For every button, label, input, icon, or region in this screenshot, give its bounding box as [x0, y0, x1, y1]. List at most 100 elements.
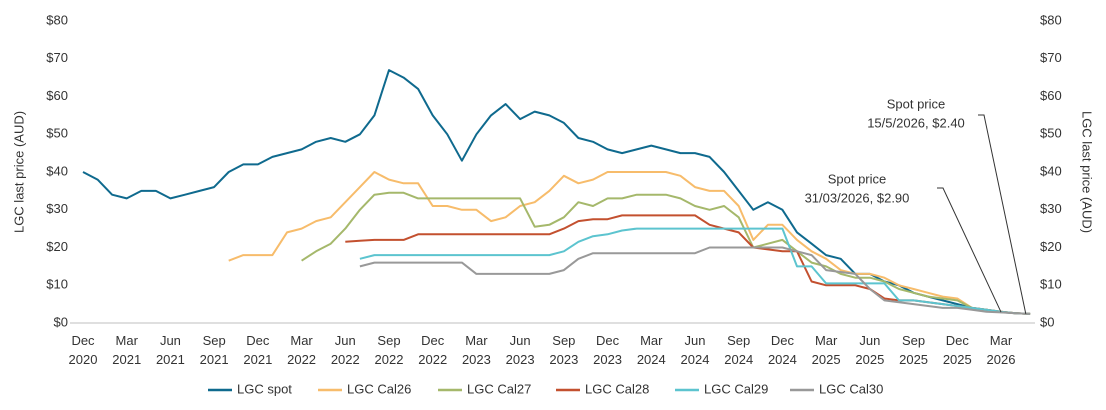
x-tick-label-line: Jun — [685, 333, 706, 348]
x-tick-label: Mar 2023 — [462, 333, 491, 367]
x-tick-label-line: Dec — [771, 333, 795, 348]
series-line — [228, 171, 1031, 315]
x-tick-label: Mar 2024 — [637, 333, 666, 367]
x-tick-label-line: Dec — [71, 333, 95, 348]
y2-axis-label: LGC last price (AUD) — [1080, 111, 1095, 233]
series-line — [359, 246, 1031, 315]
x-tick-label-line: Dec — [246, 333, 270, 348]
x-tick-label: Jun 2024 — [681, 333, 710, 367]
series-line — [359, 227, 1031, 315]
annotation-text: Spot price — [887, 96, 946, 111]
x-tick-label: Mar 2025 — [812, 333, 841, 367]
x-tick-label-line: 2025 — [855, 352, 884, 367]
x-tick-label-line: Jun — [859, 333, 880, 348]
legend-label: LGC Cal26 — [347, 381, 411, 396]
x-tick-label-line: Mar — [465, 333, 488, 348]
x-tick-label-line: 2023 — [593, 352, 622, 367]
x-tick-label-line: 2024 — [724, 352, 753, 367]
x-tick-label-line: 2025 — [812, 352, 841, 367]
x-tick-label: Dec 2021 — [243, 333, 272, 367]
x-tick-label-line: 2026 — [987, 352, 1016, 367]
x-tick-label-line: 2022 — [418, 352, 447, 367]
x-tick-label: Jun 2022 — [331, 333, 360, 367]
x-tick-label: Sep 2024 — [724, 333, 753, 367]
legend-label: LGC Cal29 — [704, 381, 768, 396]
y-tick-label: $60 — [46, 88, 68, 103]
x-tick-label-line: Mar — [290, 333, 313, 348]
x-tick-label-line: 2021 — [112, 352, 141, 367]
x-tick-label-line: 2022 — [331, 352, 360, 367]
x-tick-label-line: 2024 — [637, 352, 666, 367]
x-tick-label: Mar 2021 — [112, 333, 141, 367]
x-tick-label: Sep 2025 — [899, 333, 928, 367]
x-tick-label-line: Dec — [596, 333, 620, 348]
legend-label: LGC Cal28 — [585, 381, 649, 396]
x-tick-label-line: 2023 — [549, 352, 578, 367]
annotation-text: 15/5/2026, $2.40 — [867, 115, 965, 130]
annotation-leader — [978, 114, 1027, 315]
x-tick-label-line: 2022 — [375, 352, 404, 367]
y-tick-label: $70 — [46, 50, 68, 65]
x-tick-label-line: Dec — [946, 333, 970, 348]
x-tick-label-line: Dec — [421, 333, 445, 348]
x-tick-label: Dec 2023 — [593, 333, 622, 367]
x-tick-label-line: 2024 — [681, 352, 710, 367]
x-tick-label-line: Mar — [640, 333, 663, 348]
x-tick-label-line: 2022 — [287, 352, 316, 367]
x-tick-label: Sep 2022 — [375, 333, 404, 367]
x-tick-label-line: Jun — [160, 333, 181, 348]
legend-label: LGC Cal27 — [467, 381, 531, 396]
x-tick-label-line: Sep — [377, 333, 400, 348]
x-tick-label: Mar 2022 — [287, 333, 316, 367]
x-tick-label-line: 2021 — [156, 352, 185, 367]
x-tick-label-line: 2024 — [768, 352, 797, 367]
y-tick-label: $50 — [46, 126, 68, 141]
x-tick-label-line: Mar — [815, 333, 838, 348]
x-tick-label-line: 2025 — [899, 352, 928, 367]
x-tick-label-line: Sep — [727, 333, 750, 348]
y2-tick-label: $70 — [1040, 50, 1062, 65]
annotation-text: 31/03/2026, $2.90 — [805, 190, 910, 205]
x-tick-label-line: 2021 — [200, 352, 229, 367]
x-tick-label-line: Mar — [116, 333, 139, 348]
y-tick-label: $40 — [46, 163, 68, 178]
x-tick-label: Jun 2025 — [855, 333, 884, 367]
series-line — [345, 214, 1031, 315]
x-tick-label: Dec 2024 — [768, 333, 797, 367]
y2-tick-label: $10 — [1040, 277, 1062, 292]
x-tick-label-line: 2023 — [462, 352, 491, 367]
y-axis-label: LGC last price (AUD) — [11, 111, 26, 233]
x-tick-label: Dec 2025 — [943, 333, 972, 367]
x-tick-label-line: 2021 — [243, 352, 272, 367]
y-tick-label: $10 — [46, 277, 68, 292]
y2-tick-label: $50 — [1040, 126, 1062, 141]
annotation-leader — [937, 187, 1002, 313]
x-tick-label: Mar 2026 — [987, 333, 1016, 367]
y2-tick-label: $30 — [1040, 201, 1062, 216]
x-tick-label-line: Sep — [203, 333, 226, 348]
y2-tick-label: $60 — [1040, 88, 1062, 103]
y-tick-label: $80 — [46, 12, 68, 27]
x-tick-label-line: 2023 — [506, 352, 535, 367]
y-tick-label: $0 — [54, 314, 68, 329]
legend-label: LGC Cal30 — [819, 381, 883, 396]
x-tick-label: Jun 2021 — [156, 333, 185, 367]
x-tick-label-line: Jun — [510, 333, 531, 348]
y2-tick-label: $80 — [1040, 12, 1062, 27]
x-tick-label-line: 2025 — [943, 352, 972, 367]
x-tick-label-line: Mar — [990, 333, 1013, 348]
x-tick-label-line: Sep — [902, 333, 925, 348]
y-tick-label: $20 — [46, 239, 68, 254]
x-tick-label: Dec 2022 — [418, 333, 447, 367]
x-tick-label-line: Jun — [335, 333, 356, 348]
x-tick-label: Jun 2023 — [506, 333, 535, 367]
y2-tick-label: $40 — [1040, 163, 1062, 178]
x-tick-label: Sep 2023 — [549, 333, 578, 367]
series-line — [301, 191, 1031, 315]
y2-tick-label: $20 — [1040, 239, 1062, 254]
legend-label: LGC spot — [237, 381, 292, 396]
x-tick-label: Dec 2020 — [69, 333, 98, 367]
x-tick-label-line: Sep — [552, 333, 575, 348]
annotation-text: Spot price — [828, 171, 887, 186]
